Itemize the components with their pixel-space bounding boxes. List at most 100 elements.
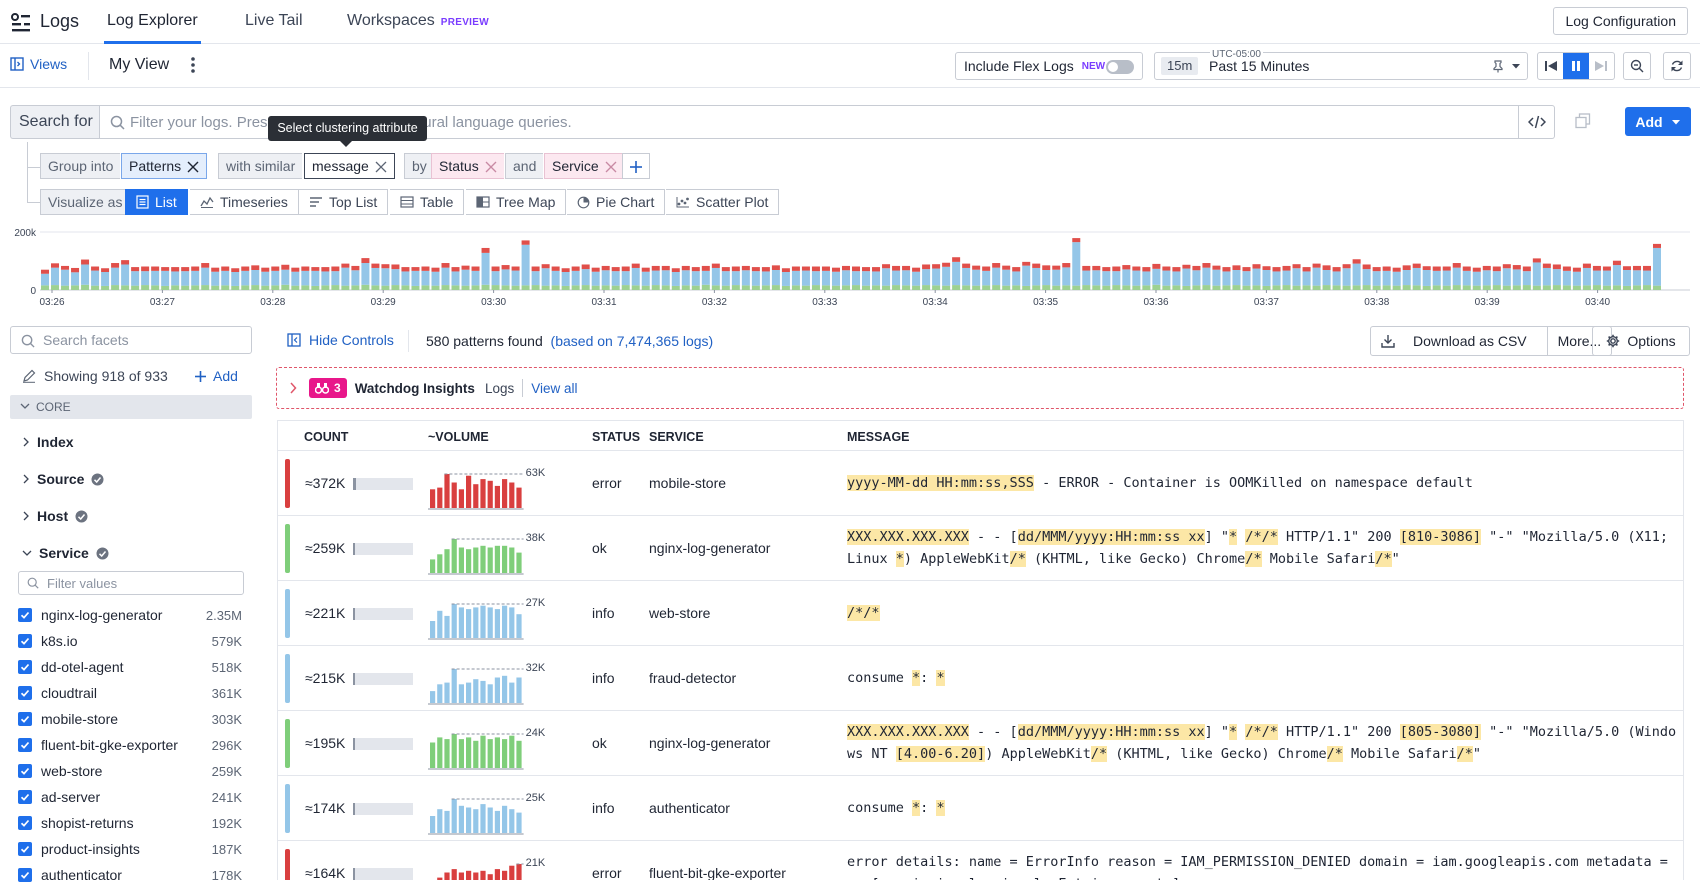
views-button[interactable]: Views	[10, 56, 67, 72]
histogram-bar	[1652, 243, 1661, 248]
message-wildcard: XXX.XXX.XXX.XXX	[847, 724, 969, 740]
facet-search-input[interactable]	[43, 332, 243, 348]
viz-list-tab[interactable]: List	[125, 189, 188, 215]
service-facet-item[interactable]: mobile-store 303K	[18, 707, 242, 731]
viz-scatterplot-tab[interactable]: Scatter Plot	[666, 189, 780, 215]
service-facet-item[interactable]: authenticator 178K	[18, 863, 242, 887]
checkbox-checked-icon[interactable]	[18, 842, 32, 856]
header-message[interactable]: MESSAGE	[847, 430, 910, 444]
log-configuration-button[interactable]: Log Configuration	[1553, 7, 1688, 35]
add-facet-button[interactable]: Add	[194, 368, 238, 384]
options-button[interactable]: Options	[1592, 326, 1690, 356]
service-filter-box[interactable]	[18, 571, 244, 595]
histogram-bar	[651, 265, 660, 271]
viz-toplist-label: Top List	[329, 194, 378, 210]
similar-attribute-chip[interactable]: message	[304, 153, 395, 179]
watchdog-view-all-link[interactable]: View all	[531, 380, 578, 396]
more-button[interactable]: More...	[1546, 327, 1612, 355]
view-bar: Views My View Include Flex Logs NEW UTC-…	[0, 44, 1700, 88]
checkbox-checked-icon[interactable]	[18, 608, 32, 622]
checkbox-checked-icon[interactable]	[18, 738, 32, 752]
header-count[interactable]: COUNT	[304, 430, 349, 444]
copy-icon[interactable]	[1575, 113, 1591, 129]
log-volume-histogram[interactable]: 200k 0 03:26 03:27 03:28 03:29 03:30 03:31 03:3…	[0, 228, 1700, 310]
histogram-bar	[962, 285, 971, 290]
rewind-icon[interactable]	[1538, 53, 1563, 79]
service-facet-item[interactable]: k8s.io 579K	[18, 629, 242, 653]
checkbox-checked-icon[interactable]	[18, 816, 32, 830]
checkbox-checked-icon[interactable]	[18, 790, 32, 804]
header-volume[interactable]: ~VOLUME	[428, 430, 489, 444]
service-facet-item[interactable]: fluent-bit-gke-exporter 296K	[18, 733, 242, 757]
viz-timeseries-tab[interactable]: Timeseries	[190, 189, 299, 215]
viz-piechart-tab[interactable]: Pie Chart	[567, 189, 666, 215]
checkbox-checked-icon[interactable]	[18, 764, 32, 778]
add-query-button[interactable]: Add	[1625, 107, 1691, 136]
pause-icon[interactable]	[1563, 53, 1589, 79]
tab-log-explorer[interactable]: Log Explorer	[104, 12, 201, 44]
flex-logs-toggle-box[interactable]: Include Flex Logs NEW	[955, 52, 1143, 80]
checkbox-checked-icon[interactable]	[18, 634, 32, 648]
facet-group-service[interactable]: Service	[22, 545, 109, 561]
based-on-logs-link[interactable]: (based on 7,474,365 logs)	[550, 333, 714, 349]
download-csv-button[interactable]: Download as CSV	[1371, 327, 1547, 355]
histogram-bar	[852, 271, 861, 286]
facet-group-host[interactable]: Host	[22, 508, 88, 524]
table-row[interactable]: ≈195K 24K ok nginx-log-generator XXX.XXX.XXX…	[278, 711, 1683, 776]
header-status[interactable]: STATUS	[592, 430, 641, 444]
facet-section-core[interactable]: CORE	[10, 395, 252, 419]
service-filter-input[interactable]	[47, 572, 227, 594]
facet-group-source[interactable]: Source	[22, 471, 104, 487]
facet-group-index[interactable]: Index	[22, 434, 74, 450]
checkbox-checked-icon[interactable]	[18, 712, 32, 726]
chevron-down-icon[interactable]	[1511, 62, 1521, 70]
flex-logs-toggle[interactable]	[1106, 60, 1134, 74]
add-group-by-button[interactable]	[622, 153, 650, 179]
table-row[interactable]: ≈164K 21K error fluent-bit-gke-exporter erro…	[278, 841, 1683, 880]
current-view-name[interactable]: My View	[109, 56, 170, 73]
service-facet-item[interactable]: dd-otel-agent 518K	[18, 655, 242, 679]
service-facet-item[interactable]: product-insights 187K	[18, 837, 242, 861]
code-view-icon[interactable]	[1519, 105, 1555, 139]
viz-table-tab[interactable]: Table	[390, 189, 465, 215]
table-row[interactable]: ≈259K 38K ok nginx-log-generator XXX.XXX.XXX…	[278, 516, 1683, 581]
table-row[interactable]: ≈221K 27K info web-store /*/*	[278, 581, 1683, 646]
tree-connector	[27, 142, 40, 168]
by-status-chip[interactable]: Status	[431, 153, 504, 179]
fast-forward-icon[interactable]	[1589, 53, 1614, 79]
hide-controls-button[interactable]: Hide Controls	[287, 332, 394, 348]
checkbox-checked-icon[interactable]	[18, 660, 32, 674]
service-facet-item[interactable]: ad-server 241K	[18, 785, 242, 809]
table-row[interactable]: ≈215K 32K info fraud-detector consume *: *	[278, 646, 1683, 711]
logs-logo-icon[interactable]	[10, 12, 32, 34]
time-range-picker[interactable]: UTC-05:00 15m Past 15 Minutes	[1154, 49, 1528, 80]
table-row[interactable]: ≈372K 63K error mobile-store yyyy-MM-dd HH:m…	[278, 451, 1683, 516]
histogram-bar	[471, 285, 480, 290]
histogram-bar	[1202, 267, 1211, 286]
zoom-out-icon[interactable]	[1623, 52, 1651, 80]
search-input[interactable]	[130, 113, 1430, 131]
facet-search-box[interactable]	[10, 326, 252, 354]
service-facet-item[interactable]: web-store 259K	[18, 759, 242, 783]
header-service[interactable]: SERVICE	[649, 430, 704, 444]
viz-treemap-tab[interactable]: Tree Map	[466, 189, 567, 215]
by-service-chip[interactable]: Service	[544, 153, 625, 179]
chevron-down-icon	[20, 403, 30, 409]
histogram-bar	[1612, 285, 1621, 290]
histogram-bar	[421, 285, 430, 290]
service-facet-item[interactable]: shopist-returns 192K	[18, 811, 242, 835]
service-facet-item[interactable]: cloudtrail 361K	[18, 681, 242, 705]
table-row[interactable]: ≈174K 25K info authenticator consume *: *	[278, 776, 1683, 841]
tab-workspaces[interactable]: Workspaces PREVIEW	[347, 12, 489, 30]
search-box[interactable]	[99, 105, 1519, 139]
service-facet-item[interactable]: nginx-log-generator 2.35M	[18, 603, 242, 627]
refresh-icon[interactable]	[1663, 52, 1691, 80]
view-menu-icon[interactable]	[190, 55, 196, 75]
group-into-patterns-chip[interactable]: Patterns	[121, 153, 208, 179]
watchdog-insights-banner[interactable]: 3 Watchdog Insights Logs View all	[276, 367, 1684, 409]
tab-live-tail[interactable]: Live Tail	[245, 12, 303, 29]
viz-toplist-tab[interactable]: Top List	[299, 189, 389, 215]
pin-icon[interactable]	[1491, 59, 1505, 73]
checkbox-checked-icon[interactable]	[18, 868, 32, 882]
checkbox-checked-icon[interactable]	[18, 686, 32, 700]
